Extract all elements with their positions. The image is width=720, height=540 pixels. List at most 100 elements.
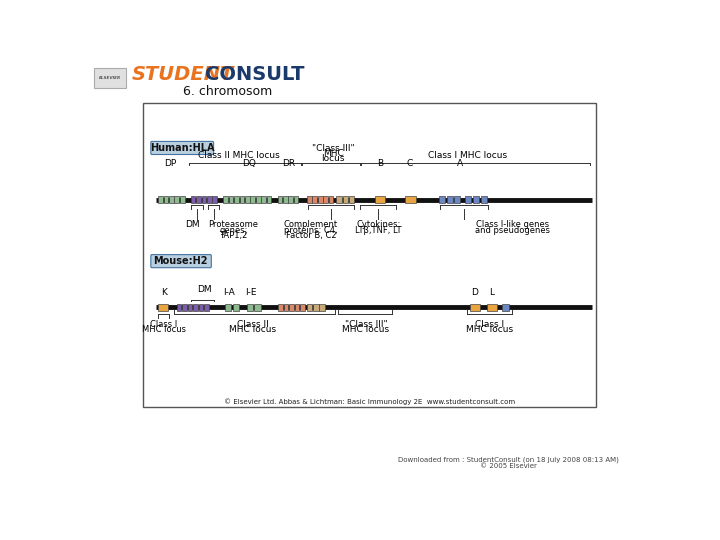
Text: TAP1,2: TAP1,2: [219, 231, 248, 240]
Bar: [163, 195, 168, 204]
Text: Human:HLA: Human:HLA: [150, 143, 215, 153]
Bar: [256, 195, 261, 204]
Bar: [283, 195, 287, 204]
Text: Class I: Class I: [475, 320, 505, 329]
Bar: [289, 303, 294, 311]
Text: DM: DM: [185, 220, 199, 230]
Bar: [196, 195, 201, 204]
Text: DR: DR: [282, 159, 295, 168]
Text: MHC locus: MHC locus: [467, 325, 513, 334]
Text: Class I MHC locus: Class I MHC locus: [428, 151, 507, 159]
Text: ELSEVIER: ELSEVIER: [99, 76, 121, 80]
Bar: [294, 303, 300, 311]
Text: locus: locus: [322, 153, 345, 163]
Text: MHC locus: MHC locus: [342, 325, 390, 334]
Text: Downloaded from : StudentConsult (on 18 July 2008 08:13 AM): Downloaded from : StudentConsult (on 18 …: [398, 456, 619, 463]
Bar: [336, 195, 342, 204]
Bar: [174, 195, 179, 204]
Text: LTβ,TNF, LT: LTβ,TNF, LT: [355, 226, 402, 235]
Bar: [266, 195, 271, 204]
Text: Complement: Complement: [284, 220, 338, 230]
Bar: [193, 303, 198, 311]
Text: K: K: [161, 288, 166, 298]
Bar: [240, 195, 244, 204]
Text: MHC locus: MHC locus: [229, 325, 276, 334]
Text: DQ: DQ: [242, 159, 256, 168]
Bar: [182, 303, 187, 311]
Bar: [225, 303, 231, 311]
Bar: [300, 303, 305, 311]
Bar: [289, 195, 293, 204]
Text: Class I: Class I: [150, 320, 177, 329]
Bar: [204, 303, 209, 311]
Text: 6. chromosom: 6. chromosom: [183, 85, 272, 98]
Bar: [245, 195, 250, 204]
Text: DM: DM: [197, 285, 212, 294]
Bar: [177, 303, 181, 311]
Bar: [229, 195, 233, 204]
Bar: [277, 195, 282, 204]
Bar: [438, 195, 445, 204]
Text: Class I-like genes: Class I-like genes: [476, 220, 549, 230]
Text: Proteasome: Proteasome: [208, 220, 258, 230]
Bar: [158, 303, 168, 311]
Text: Mouse:H2: Mouse:H2: [153, 256, 208, 266]
Bar: [503, 303, 509, 311]
Bar: [473, 195, 479, 204]
Bar: [223, 195, 228, 204]
Text: Factor B, C2: Factor B, C2: [286, 231, 336, 240]
Bar: [343, 195, 348, 204]
Bar: [202, 195, 206, 204]
Bar: [349, 195, 354, 204]
Bar: [469, 303, 480, 311]
Bar: [454, 195, 461, 204]
FancyBboxPatch shape: [150, 141, 214, 154]
Text: Cytokines:: Cytokines:: [356, 220, 400, 230]
Bar: [199, 303, 203, 311]
Text: D: D: [471, 288, 478, 298]
Text: and pseudogenes: and pseudogenes: [475, 226, 550, 235]
Bar: [481, 195, 487, 204]
Bar: [233, 303, 239, 311]
Bar: [312, 195, 317, 204]
Bar: [375, 195, 385, 204]
Text: CONSULT: CONSULT: [204, 65, 304, 84]
Bar: [307, 195, 312, 204]
Text: C: C: [407, 159, 413, 168]
Bar: [487, 303, 497, 311]
Text: I-A: I-A: [223, 288, 235, 298]
Bar: [212, 195, 217, 204]
Text: "Class III": "Class III": [312, 144, 355, 153]
Bar: [323, 195, 328, 204]
Text: I-E: I-E: [245, 288, 256, 298]
Bar: [207, 195, 212, 204]
Bar: [261, 195, 266, 204]
Bar: [279, 303, 283, 311]
Text: MHC: MHC: [323, 149, 343, 158]
Text: A: A: [456, 159, 463, 168]
Text: DP: DP: [163, 159, 176, 168]
Bar: [234, 195, 239, 204]
Bar: [320, 303, 325, 311]
Bar: [169, 195, 174, 204]
Bar: [329, 195, 333, 204]
Text: genes;: genes;: [219, 226, 248, 235]
Bar: [158, 195, 163, 204]
Bar: [180, 195, 184, 204]
Bar: [446, 195, 453, 204]
FancyBboxPatch shape: [150, 254, 211, 268]
Bar: [254, 303, 261, 311]
Bar: [294, 195, 299, 204]
Text: proteins: C4,: proteins: C4,: [284, 226, 338, 235]
FancyBboxPatch shape: [94, 68, 127, 88]
Text: "Class III": "Class III": [345, 320, 387, 329]
Text: Class II MHC locus: Class II MHC locus: [198, 151, 279, 159]
Text: © 2005 Elsevier: © 2005 Elsevier: [480, 463, 537, 469]
Bar: [188, 303, 192, 311]
Text: STUDENT: STUDENT: [132, 65, 234, 84]
Text: © Elsevier Ltd. Abbas & Lichtman: Basic Immunology 2E  www.studentconsult.com: © Elsevier Ltd. Abbas & Lichtman: Basic …: [224, 398, 515, 404]
Bar: [465, 195, 472, 204]
Bar: [307, 303, 312, 311]
FancyBboxPatch shape: [143, 103, 596, 407]
Text: Class II: Class II: [237, 320, 269, 329]
